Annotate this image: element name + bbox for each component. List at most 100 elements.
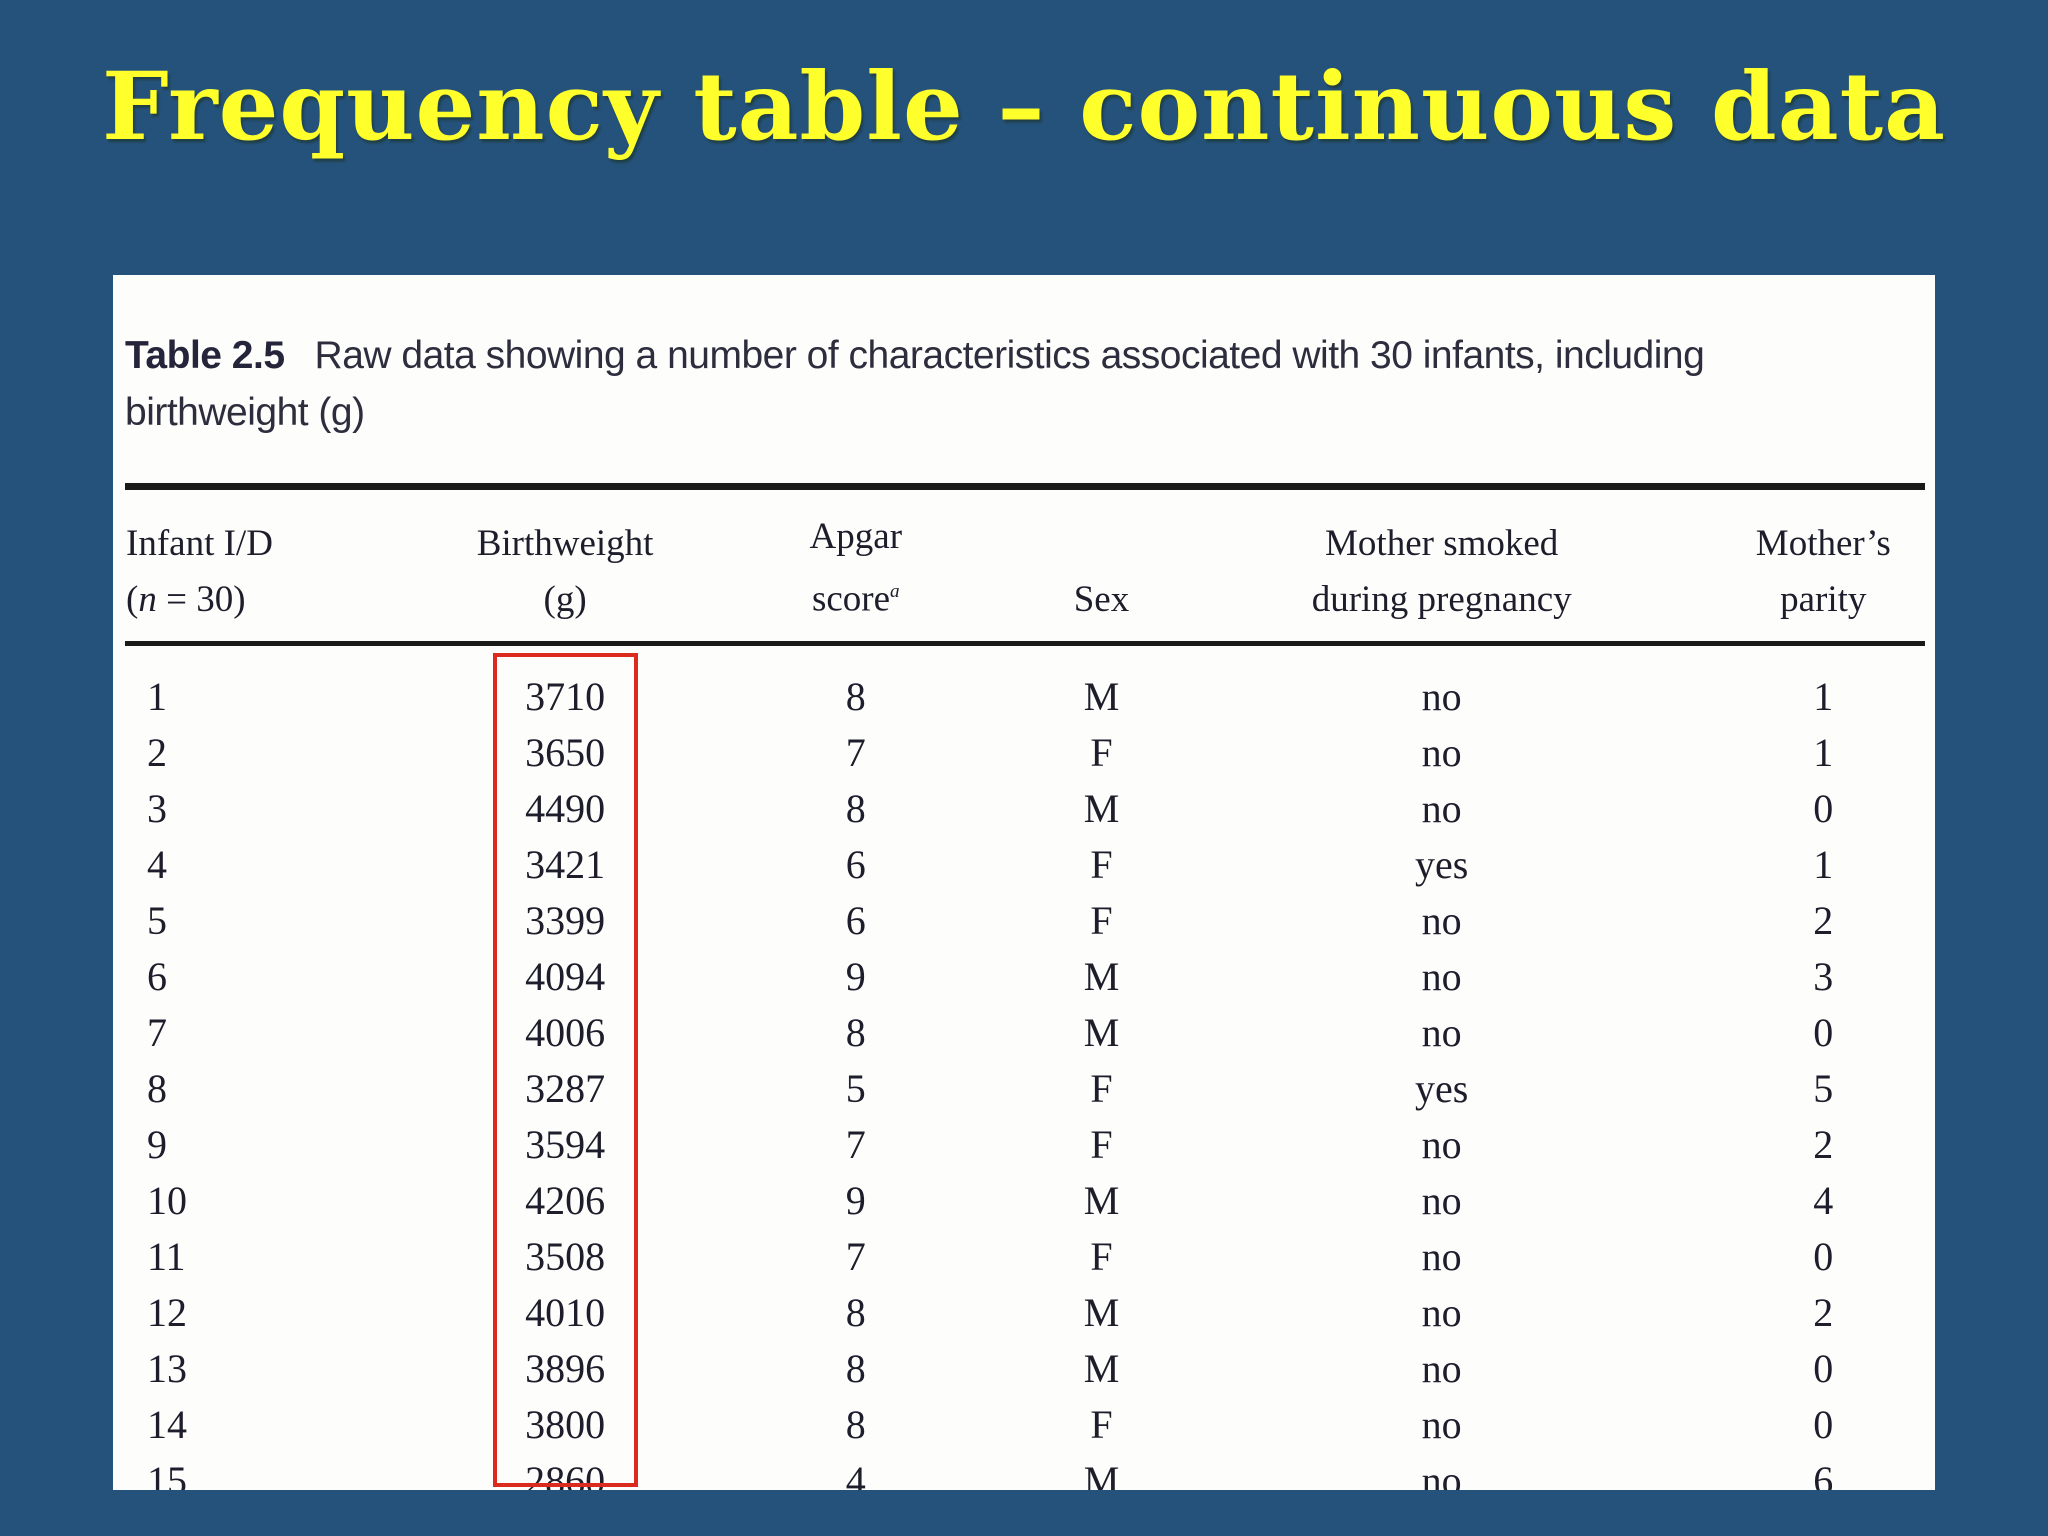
- cell-mother-smoked: no: [1421, 1121, 1462, 1167]
- cell-sex: M: [1083, 785, 1120, 831]
- cell-sex: M: [1083, 1457, 1120, 1491]
- cell-sex: M: [1083, 1009, 1120, 1055]
- table-row: 11 3508 7 F no 0: [125, 1228, 1925, 1284]
- cell-mothers-parity: 6: [1813, 1457, 1834, 1491]
- cell-sex: F: [1090, 841, 1113, 887]
- data-table: Infant I/D (n = 30) Birthweight (g) Apgar s…: [125, 483, 1925, 1490]
- table-row: 15 2860 4 M no 6: [125, 1452, 1925, 1491]
- cell-mothers-parity: 2: [1813, 1289, 1834, 1335]
- cell-mother-smoked: no: [1421, 897, 1462, 943]
- cell-sex: F: [1090, 1401, 1113, 1447]
- cell-birthweight: 3421: [525, 841, 606, 887]
- cell-mothers-parity: 0: [1813, 1009, 1834, 1055]
- header-mothers-parity: Mother’s parity: [1721, 486, 1925, 646]
- cell-sex: F: [1090, 1233, 1113, 1279]
- cell-apgar-score: 8: [845, 1009, 866, 1055]
- cell-mothers-parity: 0: [1813, 1345, 1834, 1391]
- cell-apgar-score: 8: [845, 1289, 866, 1335]
- table-row: 12 4010 8 M no 2: [125, 1284, 1925, 1340]
- cell-birthweight: 3650: [525, 729, 606, 775]
- cell-mothers-parity: 1: [1813, 673, 1834, 719]
- header-apgar-score: Apgar scorea: [670, 486, 1042, 646]
- cell-apgar-score: 9: [845, 953, 866, 999]
- cell-birthweight: 3508: [525, 1233, 606, 1279]
- cell-infant-id: 2: [147, 729, 167, 775]
- table-row: 1 3710 8 M no 1: [125, 644, 1925, 725]
- cell-infant-id: 13: [147, 1345, 187, 1391]
- table-row: 4 3421 6 F yes 1: [125, 836, 1925, 892]
- cell-apgar-score: 9: [845, 1177, 866, 1223]
- cell-apgar-score: 8: [845, 785, 866, 831]
- header-infant-id: Infant I/D (n = 30): [125, 486, 460, 646]
- cell-birthweight: 4206: [525, 1177, 606, 1223]
- cell-birthweight: 3594: [525, 1121, 606, 1167]
- cell-apgar-score: 8: [845, 1401, 866, 1447]
- header-sex: Sex: [1041, 486, 1162, 646]
- table-row: 6 4094 9 M no 3: [125, 948, 1925, 1004]
- cell-sex: M: [1083, 1289, 1120, 1335]
- cell-birthweight: 2860: [525, 1457, 606, 1491]
- cell-apgar-score: 7: [845, 729, 866, 775]
- cell-birthweight: 4490: [525, 785, 606, 831]
- cell-apgar-score: 8: [845, 673, 866, 719]
- cell-mother-smoked: no: [1421, 953, 1462, 999]
- cell-infant-id: 5: [147, 897, 167, 943]
- table-header: Infant I/D (n = 30) Birthweight (g) Apgar s…: [125, 486, 1925, 646]
- table-row: 2 3650 7 F no 1: [125, 724, 1925, 780]
- cell-birthweight: 3287: [525, 1065, 606, 1111]
- cell-infant-id: 7: [147, 1009, 167, 1055]
- cell-sex: M: [1083, 673, 1120, 719]
- table-row: 10 4206 9 M no 4: [125, 1172, 1925, 1228]
- cell-sex: F: [1090, 1121, 1113, 1167]
- cell-mothers-parity: 1: [1813, 841, 1834, 887]
- cell-mother-smoked: no: [1421, 1177, 1462, 1223]
- cell-birthweight: 4010: [525, 1289, 606, 1335]
- cell-sex: F: [1090, 897, 1113, 943]
- cell-infant-id: 11: [147, 1233, 186, 1279]
- cell-birthweight: 3710: [525, 673, 606, 719]
- cell-sex: M: [1083, 1177, 1120, 1223]
- table-caption-text: Raw data showing a number of characteris…: [125, 334, 1705, 434]
- cell-infant-id: 3: [147, 785, 167, 831]
- cell-mothers-parity: 1: [1813, 729, 1834, 775]
- cell-infant-id: 12: [147, 1289, 187, 1335]
- cell-sex: M: [1083, 953, 1120, 999]
- table-caption: Table 2.5 Raw data showing a number of ch…: [125, 327, 1875, 441]
- cell-apgar-score: 8: [845, 1345, 866, 1391]
- cell-birthweight: 4006: [525, 1009, 606, 1055]
- cell-mother-smoked: no: [1421, 1233, 1462, 1279]
- cell-sex: M: [1083, 1345, 1120, 1391]
- table-row: 13 3896 8 M no 0: [125, 1340, 1925, 1396]
- cell-mother-smoked: no: [1421, 1345, 1462, 1391]
- cell-apgar-score: 4: [845, 1457, 866, 1491]
- table-row: 14 3800 8 F no 0: [125, 1396, 1925, 1452]
- cell-birthweight: 3800: [525, 1401, 606, 1447]
- cell-mother-smoked: no: [1421, 729, 1462, 775]
- cell-mothers-parity: 0: [1813, 1233, 1834, 1279]
- table-caption-label: Table 2.5: [125, 334, 285, 377]
- table-row: 7 4006 8 M no 0: [125, 1004, 1925, 1060]
- cell-sex: F: [1090, 1065, 1113, 1111]
- cell-infant-id: 4: [147, 841, 167, 887]
- cell-birthweight: 4094: [525, 953, 606, 999]
- cell-mothers-parity: 3: [1813, 953, 1834, 999]
- header-mother-smoked: Mother smoked during pregnancy: [1161, 486, 1722, 646]
- cell-infant-id: 14: [147, 1401, 187, 1447]
- cell-apgar-score: 6: [845, 897, 866, 943]
- cell-mother-smoked: no: [1421, 1401, 1462, 1447]
- cell-birthweight: 3399: [525, 897, 606, 943]
- cell-apgar-score: 6: [845, 841, 866, 887]
- table-header-row: Infant I/D (n = 30) Birthweight (g) Apgar s…: [125, 486, 1925, 646]
- cell-infant-id: 8: [147, 1065, 167, 1111]
- cell-sex: F: [1090, 729, 1113, 775]
- header-birthweight: Birthweight (g): [459, 486, 671, 646]
- cell-mothers-parity: 0: [1813, 785, 1834, 831]
- cell-mothers-parity: 0: [1813, 1401, 1834, 1447]
- cell-birthweight: 3896: [525, 1345, 606, 1391]
- cell-mother-smoked: yes: [1415, 841, 1469, 887]
- slide-title: Frequency table – continuous data: [102, 52, 1946, 162]
- cell-mothers-parity: 5: [1813, 1065, 1834, 1111]
- table-panel: Table 2.5 Raw data showing a number of ch…: [113, 275, 1935, 1490]
- cell-infant-id: 6: [147, 953, 167, 999]
